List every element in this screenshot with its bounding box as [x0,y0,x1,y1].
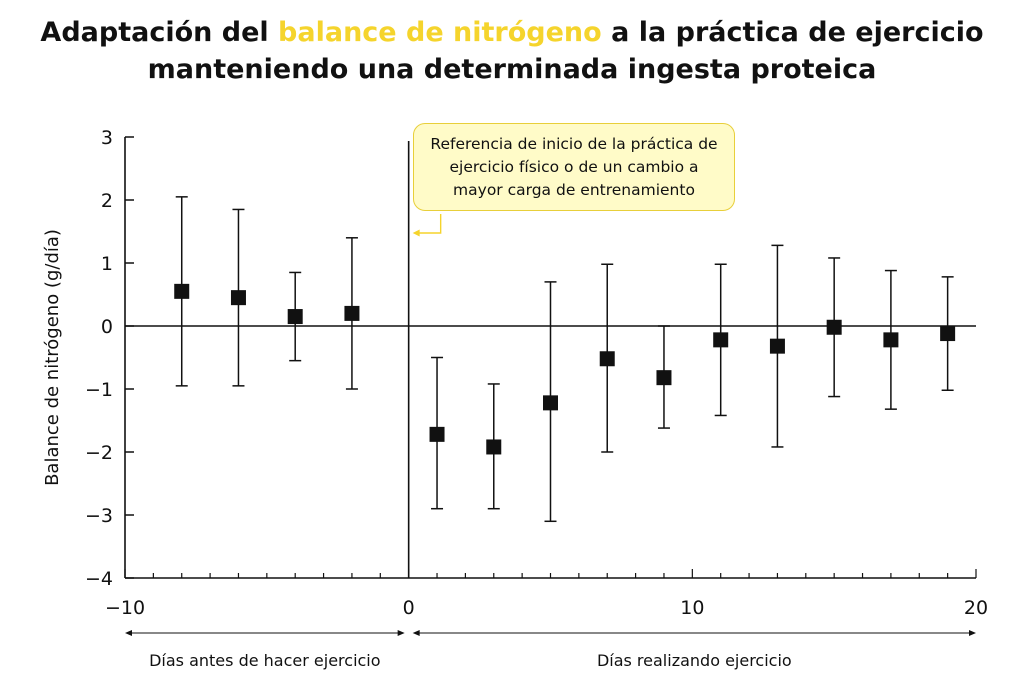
title-part1: Adaptación del [40,17,279,48]
chart-title: Adaptación del balance de nitrógeno a la… [0,14,1024,88]
title-part2: a la práctica de ejercicio [601,17,984,48]
data-point [543,395,558,411]
data-point [713,332,729,348]
x-tick-label: 10 [680,597,704,619]
data-point [656,370,672,386]
x-tick-label: 20 [964,597,988,619]
annotation-arrowhead [412,229,420,237]
data-point [486,439,502,455]
annotation-pointer [416,214,442,234]
y-tick-label: 3 [101,127,113,149]
y-tick-label: −3 [85,505,113,527]
reference-annotation-text: Referencia de inicio de la práctica de e… [430,134,718,199]
data-point [599,351,615,367]
y-tick-label: −2 [85,442,113,464]
x-tick-label: 0 [403,597,415,619]
range-arrowhead-right [969,630,976,636]
y-tick-label: 1 [101,253,113,275]
range-label: Días antes de hacer ejercicio [149,651,380,670]
data-point [287,309,303,325]
title-highlight: balance de nitrógeno [278,17,602,48]
y-tick-label: 0 [101,316,113,338]
data-point [344,305,360,321]
data-point [174,283,190,299]
data-point [883,332,899,348]
y-tick-label: −4 [85,568,113,590]
data-point [940,326,956,342]
data-point [230,290,246,306]
y-axis-title: Balance de nitrógeno (g/día) [42,229,63,486]
range-arrowhead-left [125,630,132,636]
title-line2: manteniendo una determinada ingesta prot… [147,54,877,85]
range-label: Días realizando ejercicio [597,651,792,670]
y-tick-label: 2 [101,190,113,212]
data-point [826,319,842,335]
reference-annotation: Referencia de inicio de la práctica de e… [413,123,735,211]
range-arrowhead-left [412,630,420,636]
x-tick-label: −10 [105,597,145,619]
y-tick-label: −1 [85,379,113,401]
range-arrowhead-right [397,630,405,636]
data-point [429,426,445,442]
data-point [769,338,785,354]
